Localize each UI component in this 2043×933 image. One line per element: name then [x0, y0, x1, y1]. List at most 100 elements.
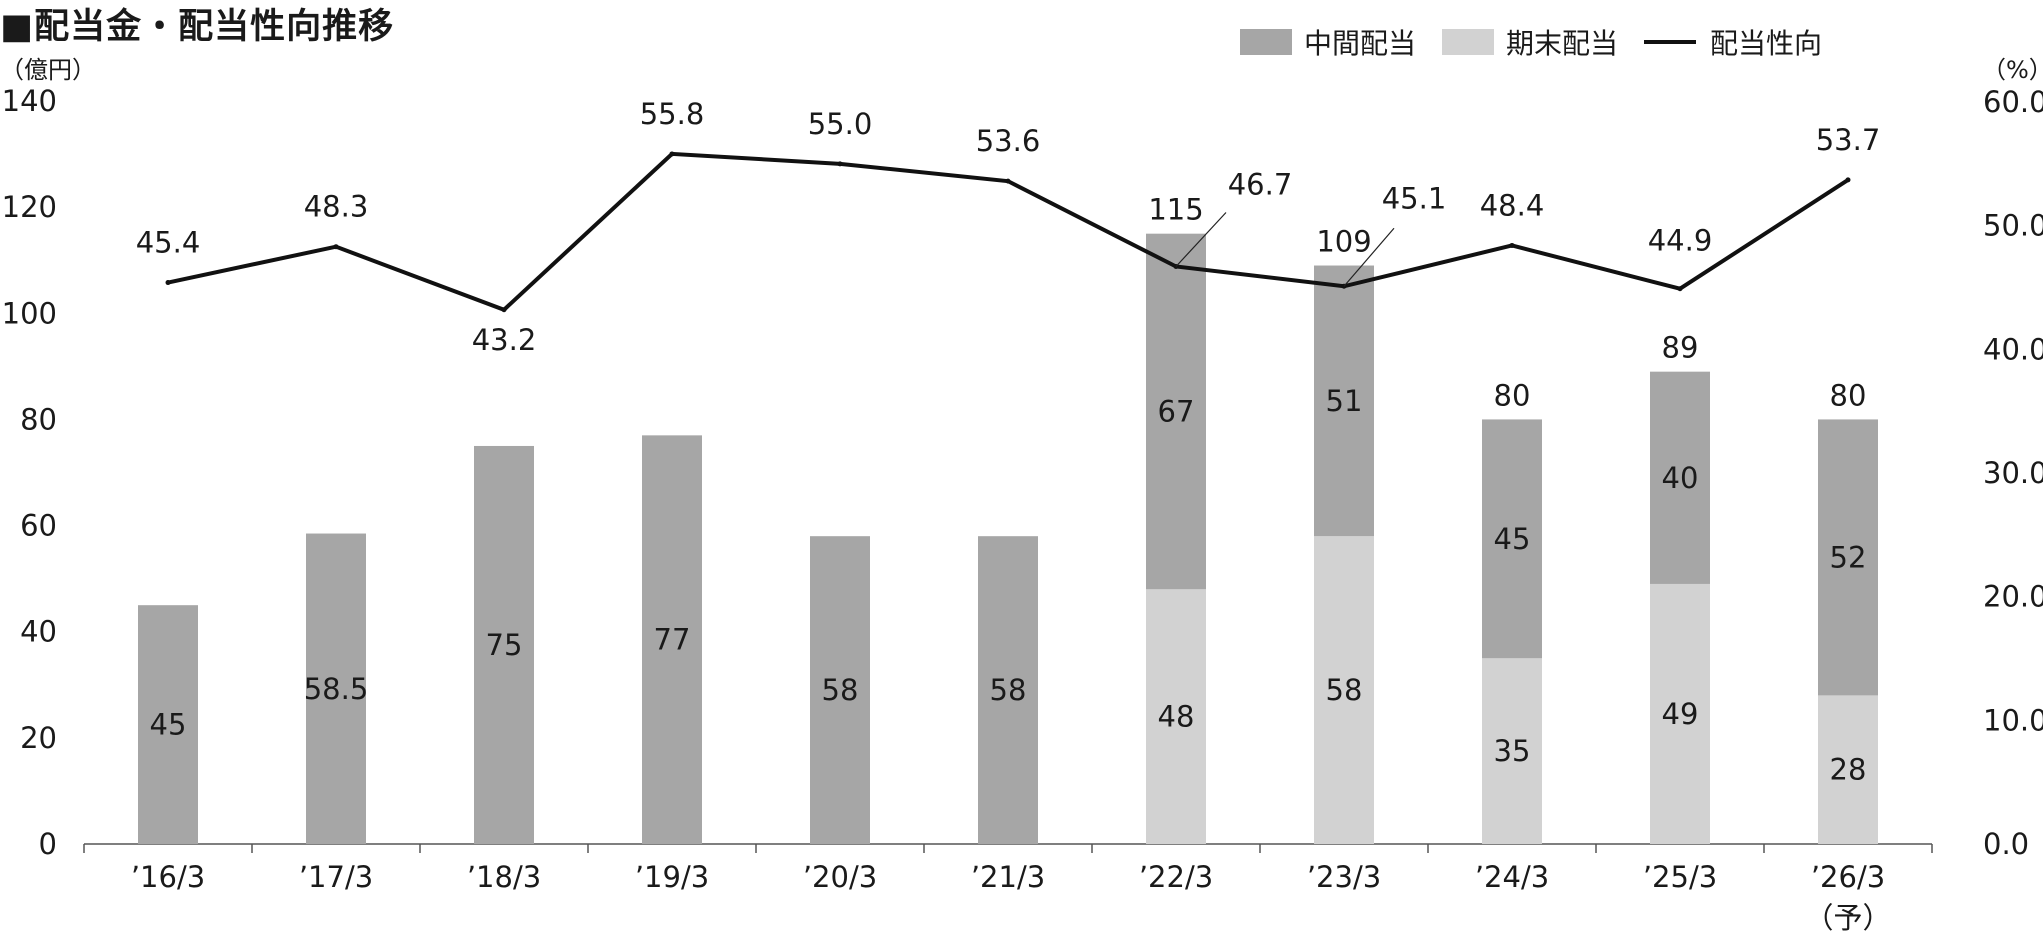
- x-tick-label: ’18/3: [467, 860, 541, 894]
- bar-label-interim: 40: [1662, 461, 1699, 495]
- legend: 中間配当 期末配当 配当性向: [1240, 22, 1848, 62]
- x-tick-label: ’21/3: [971, 860, 1045, 894]
- legend-item-payout-ratio: 配当性向: [1644, 22, 1822, 62]
- right-tick-label: 50.0: [1983, 209, 2043, 243]
- bar-label-interim: 52: [1830, 540, 1867, 574]
- bar-interim: [1650, 371, 1710, 584]
- bar-interim: [138, 605, 198, 844]
- payout-ratio-point: [1845, 177, 1851, 183]
- payout-ratio-label: 55.0: [808, 107, 873, 141]
- bar-label-year-end: 58: [1326, 673, 1363, 707]
- x-tick-label: ’17/3: [299, 860, 373, 894]
- payout-ratio-label: 48.4: [1480, 188, 1545, 222]
- payout-ratio-point: [669, 151, 675, 157]
- bar-label-interim: 58.5: [304, 672, 369, 706]
- x-tick-label: ’26/3: [1811, 860, 1885, 894]
- left-tick-label: 0: [39, 827, 57, 861]
- bar-interim: [474, 445, 534, 844]
- payout-ratio-label: 45.4: [136, 226, 201, 260]
- x-tick-label: ’24/3: [1475, 860, 1549, 894]
- left-tick-label: 60: [20, 509, 57, 543]
- bar-interim: [1314, 265, 1374, 537]
- bar-label-year-end: 49: [1662, 697, 1699, 731]
- x-tick-label: ’23/3: [1307, 860, 1381, 894]
- bar-year-end: [1650, 583, 1710, 844]
- legend-label-interim: 中間配当: [1304, 27, 1417, 60]
- payout-ratio-label: 48.3: [304, 190, 369, 224]
- payout-ratio-leader-line: [1343, 227, 1395, 287]
- legend-swatch-interim: [1240, 29, 1292, 55]
- legend-label-year-end: 期末配当: [1506, 27, 1619, 60]
- bar-year-end: [1482, 658, 1542, 844]
- chart-title: ■配当金・配当性向推移: [0, 7, 395, 47]
- bar-label-interim: 77: [654, 623, 691, 657]
- bar-interim: [978, 536, 1038, 844]
- left-tick-label: 20: [20, 721, 57, 755]
- legend-swatch-payout-ratio: [1644, 40, 1697, 44]
- right-tick-label: 30.0: [1983, 456, 2043, 490]
- payout-ratio-point: [1005, 178, 1011, 184]
- payout-ratio-point: [165, 280, 171, 286]
- right-axis-unit: （%）: [1982, 56, 2043, 84]
- payout-ratio-label: 43.2: [472, 323, 537, 357]
- bar-label-interim: 67: [1158, 394, 1195, 428]
- legend-item-interim: 中間配当: [1240, 22, 1416, 62]
- bar-year-end: [1314, 536, 1374, 844]
- payout-ratio-line: [167, 151, 1850, 313]
- bar-total-label: 89: [1662, 331, 1699, 365]
- x-tick-label: ’20/3: [803, 860, 877, 894]
- payout-ratio-label: 53.7: [1816, 123, 1881, 157]
- bar-interim: [306, 533, 366, 844]
- right-tick-label: 10.0: [1983, 703, 2043, 737]
- bar-label-interim: 58: [822, 673, 859, 707]
- left-tick-label: 100: [2, 296, 57, 330]
- bar-label-interim: 75: [486, 628, 523, 662]
- bar-label-interim: 58: [990, 673, 1027, 707]
- bar-total-label: 109: [1316, 225, 1371, 259]
- payout-ratio-point: [501, 307, 507, 313]
- bar-year-end: [1146, 589, 1206, 844]
- bar-total-label: 115: [1148, 193, 1203, 227]
- bar-total-label: 80: [1494, 378, 1531, 412]
- bar-interim: [810, 536, 870, 844]
- right-tick-label: 60.0: [1983, 85, 2043, 119]
- payout-ratio-label: 53.6: [976, 124, 1041, 158]
- payout-ratio-label: 46.7: [1228, 167, 1293, 201]
- right-tick-label: 20.0: [1983, 580, 2043, 614]
- x-tick-label: ’25/3: [1643, 860, 1717, 894]
- bar-year-end: [1818, 695, 1878, 844]
- bar-interim: [642, 435, 702, 844]
- payout-ratio-leader-line: [1175, 212, 1227, 267]
- x-tick-label: ’22/3: [1139, 860, 1213, 894]
- bar-label-interim: 45: [150, 708, 187, 742]
- left-axis-unit: （億円）: [0, 56, 96, 84]
- x-tick-label: ’16/3: [131, 860, 205, 894]
- x-tick-label: ’19/3: [635, 860, 709, 894]
- left-tick-label: 80: [20, 402, 57, 436]
- left-tick-label: 140: [2, 84, 57, 118]
- bar-label-interim: 45: [1494, 522, 1531, 556]
- bar-label-year-end: 35: [1494, 734, 1531, 768]
- bar-label-year-end: 48: [1158, 700, 1195, 734]
- payout-ratio-label: 44.9: [1648, 224, 1713, 258]
- payout-ratio-point: [1509, 242, 1515, 248]
- payout-ratio-point: [333, 244, 339, 250]
- left-tick-label: 40: [20, 615, 57, 649]
- left-tick-label: 120: [2, 190, 57, 224]
- payout-ratio-point: [837, 161, 843, 167]
- bar-total-label: 80: [1830, 378, 1867, 412]
- bar-interim: [1818, 419, 1878, 696]
- right-tick-label: 40.0: [1983, 332, 2043, 366]
- payout-ratio-label: 45.1: [1382, 181, 1447, 215]
- legend-swatch-year-end: [1442, 29, 1495, 55]
- bar-label-year-end: 28: [1830, 753, 1867, 787]
- payout-ratio-label: 55.8: [640, 97, 705, 131]
- legend-label-payout-ratio: 配当性向: [1710, 27, 1823, 60]
- right-tick-label: 0.0: [1983, 827, 2029, 861]
- bar-interim: [1146, 233, 1206, 590]
- payout-ratio-point: [1677, 286, 1683, 292]
- bar-interim: [1482, 419, 1542, 659]
- x-tick-note: （予）: [1804, 901, 1891, 933]
- bar-label-interim: 51: [1326, 384, 1363, 418]
